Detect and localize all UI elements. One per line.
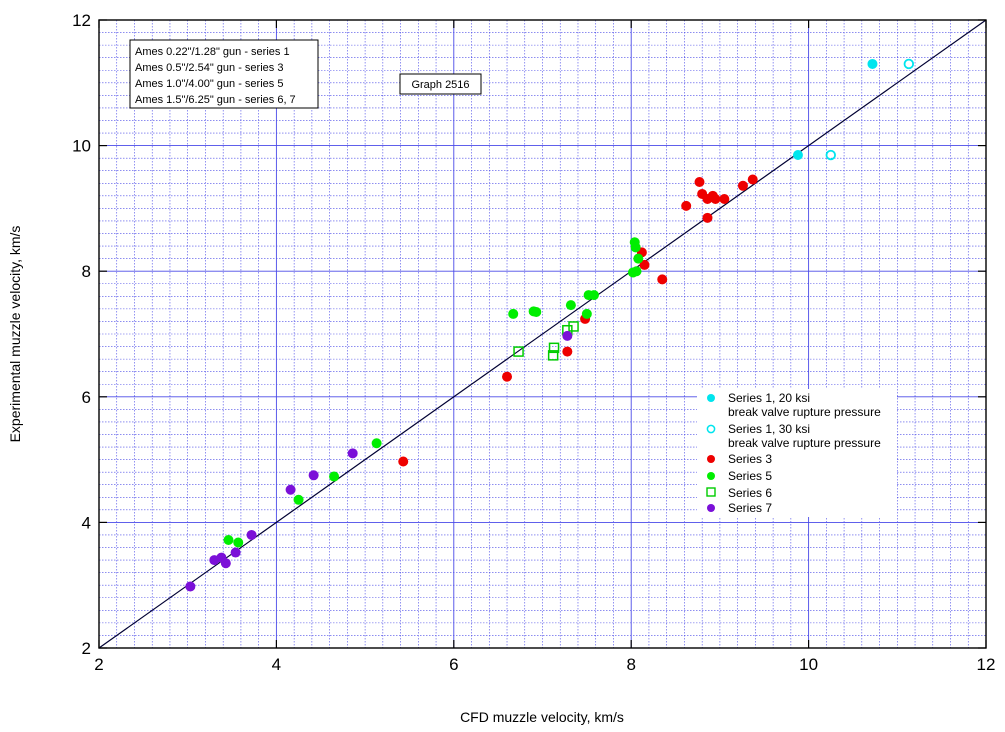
data-point-series-3 [233, 537, 243, 547]
data-point-series-3 [582, 309, 592, 319]
legend-marker-series-1-20ksi [707, 394, 715, 402]
data-point-series-5 [185, 581, 195, 591]
data-point-series-3 [633, 254, 643, 264]
info-box: Ames 0.22"/1.28" gun - series 1 Ames 0.5… [130, 40, 318, 108]
data-point-series-0 [793, 150, 803, 160]
data-point-series-5 [286, 485, 296, 495]
data-point-series-5 [247, 530, 257, 540]
x-tick-label: 2 [94, 655, 103, 674]
data-point-series-3 [589, 290, 599, 300]
info-line: Ames 0.22"/1.28" gun - series 1 [135, 46, 290, 58]
data-point-series-2 [702, 213, 712, 223]
graph-label: Graph 2516 [411, 79, 469, 91]
legend-label-line2: break valve rupture pressure [728, 436, 881, 450]
x-axis-label: CFD muzzle velocity, km/s [460, 709, 624, 725]
x-tick-label: 6 [449, 655, 458, 674]
x-tick-label: 12 [977, 655, 996, 674]
y-tick-label: 4 [82, 513, 91, 532]
data-point-series-3 [372, 438, 382, 448]
legend-marker-series-3 [707, 455, 715, 463]
data-point-series-0 [867, 59, 877, 69]
x-tick-label: 8 [626, 655, 635, 674]
info-line: Ames 1.0"/4.00" gun - series 5 [135, 78, 283, 90]
y-tick-label: 8 [82, 262, 91, 281]
x-tick-label: 10 [799, 655, 818, 674]
legend-label: Series 1, 20 ksi [728, 391, 810, 405]
graph-label-box: Graph 2516 [400, 74, 481, 94]
data-point-series-2 [657, 274, 667, 284]
data-point-series-2 [719, 194, 729, 204]
data-point-series-3 [508, 309, 518, 319]
y-tick-label: 12 [72, 11, 91, 30]
legend-label: Series 3 [728, 452, 772, 466]
y-tick-label: 10 [72, 137, 91, 156]
data-point-series-3 [294, 495, 304, 505]
data-point-series-2 [398, 456, 408, 466]
info-line: Ames 0.5"/2.54" gun - series 3 [135, 62, 283, 74]
data-point-series-5 [348, 448, 358, 458]
legend: Series 1, 20 ksi break valve rupture pre… [697, 389, 897, 517]
legend-label: Series 6 [728, 486, 772, 500]
y-tick-label: 6 [82, 388, 91, 407]
data-point-series-5 [562, 331, 572, 341]
data-point-series-3 [329, 472, 339, 482]
data-point-series-2 [502, 372, 512, 382]
data-point-series-2 [681, 201, 691, 211]
info-line: Ames 1.5"/6.25" gun - series 6, 7 [135, 94, 296, 106]
y-axis-label: Experimental muzzle velocity, km/s [7, 226, 23, 443]
data-point-series-3 [632, 266, 642, 276]
data-point-series-2 [738, 181, 748, 191]
data-point-series-2 [710, 194, 720, 204]
data-point-series-2 [694, 177, 704, 187]
data-point-series-3 [531, 307, 541, 317]
data-point-series-3 [631, 242, 641, 252]
y-tick-label: 2 [82, 639, 91, 658]
data-point-series-3 [566, 300, 576, 310]
data-point-series-3 [224, 535, 234, 545]
data-point-series-5 [309, 470, 319, 480]
data-point-series-5 [221, 558, 231, 568]
legend-label: Series 5 [728, 469, 772, 483]
legend-label: Series 1, 30 ksi [728, 422, 810, 436]
data-point-series-5 [231, 548, 241, 558]
legend-label-line2: break valve rupture pressure [728, 405, 881, 419]
x-tick-label: 4 [272, 655, 281, 674]
legend-marker-series-5 [707, 472, 715, 480]
legend-marker-series-7 [707, 504, 715, 512]
data-point-series-2 [748, 175, 758, 185]
data-point-series-2 [562, 347, 572, 357]
legend-label: Series 7 [728, 501, 772, 515]
